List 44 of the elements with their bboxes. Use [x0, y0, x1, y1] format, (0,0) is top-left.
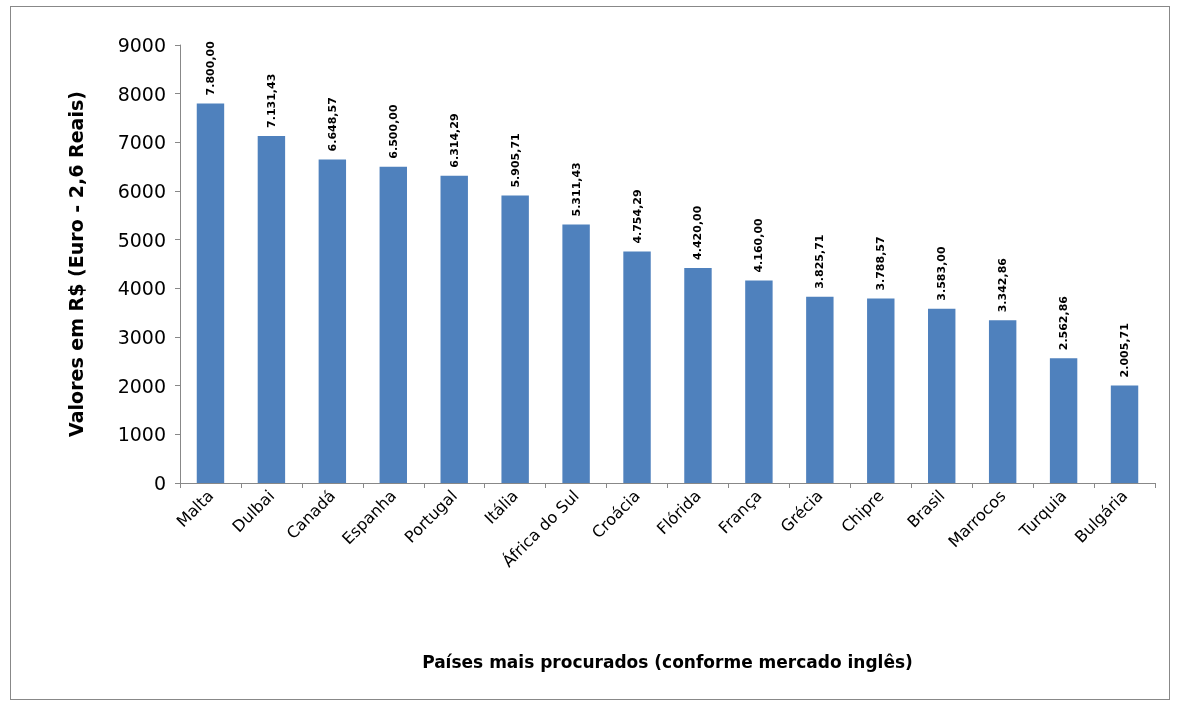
y-tick-label: 6000: [117, 180, 166, 202]
bar: [988, 320, 1017, 483]
y-tick-label: 4000: [117, 277, 166, 300]
bar: [1049, 358, 1078, 483]
data-label: 2.005,71: [1118, 323, 1132, 378]
bar: [196, 103, 225, 483]
bar: [745, 280, 773, 483]
bar: [1110, 385, 1139, 483]
data-label: 6.500,00: [386, 104, 400, 159]
bar: [318, 159, 347, 483]
bar: [684, 267, 712, 483]
data-label: 3.342,86: [996, 257, 1010, 313]
data-label: 3.583,00: [935, 246, 949, 301]
bar: [501, 195, 529, 483]
bar: [867, 298, 895, 483]
data-label: 3.788,57: [874, 236, 888, 291]
data-label: 6.314,29: [447, 113, 461, 168]
bar: [928, 308, 956, 483]
y-tick-label: 7000: [117, 131, 166, 154]
data-label: 4.754,29: [630, 189, 644, 244]
data-label: 3.825,71: [813, 234, 827, 289]
bar: [379, 166, 407, 483]
y-axis-title: Valores em R$ (Euro - 2,6 Reais): [64, 91, 87, 437]
y-tick-label: 0: [153, 472, 166, 494]
data-label: 6.648,57: [325, 97, 339, 152]
bar: [623, 251, 651, 483]
y-tick-label: 1000: [117, 423, 166, 446]
data-label: 7.131,43: [264, 73, 278, 128]
x-axis-title: Países mais procurados (conforme mercado inglês): [422, 651, 913, 672]
bar: [562, 224, 590, 483]
bar: [440, 175, 468, 483]
data-label: 4.420,00: [691, 205, 705, 260]
data-label: 7.800,00: [203, 40, 217, 96]
bar: [806, 296, 834, 483]
data-label: 4.160,00: [752, 217, 766, 273]
y-tick-label: 5000: [117, 228, 166, 251]
data-label: 2.562,86: [1057, 295, 1071, 351]
bar: [257, 135, 286, 483]
data-label: 5.905,71: [508, 133, 522, 188]
y-tick-label: 8000: [117, 82, 166, 105]
data-label: 5.311,43: [569, 162, 583, 217]
y-tick-label: 3000: [117, 326, 166, 348]
y-tick-label: 2000: [117, 374, 166, 397]
y-tick-label: 9000: [117, 34, 166, 56]
